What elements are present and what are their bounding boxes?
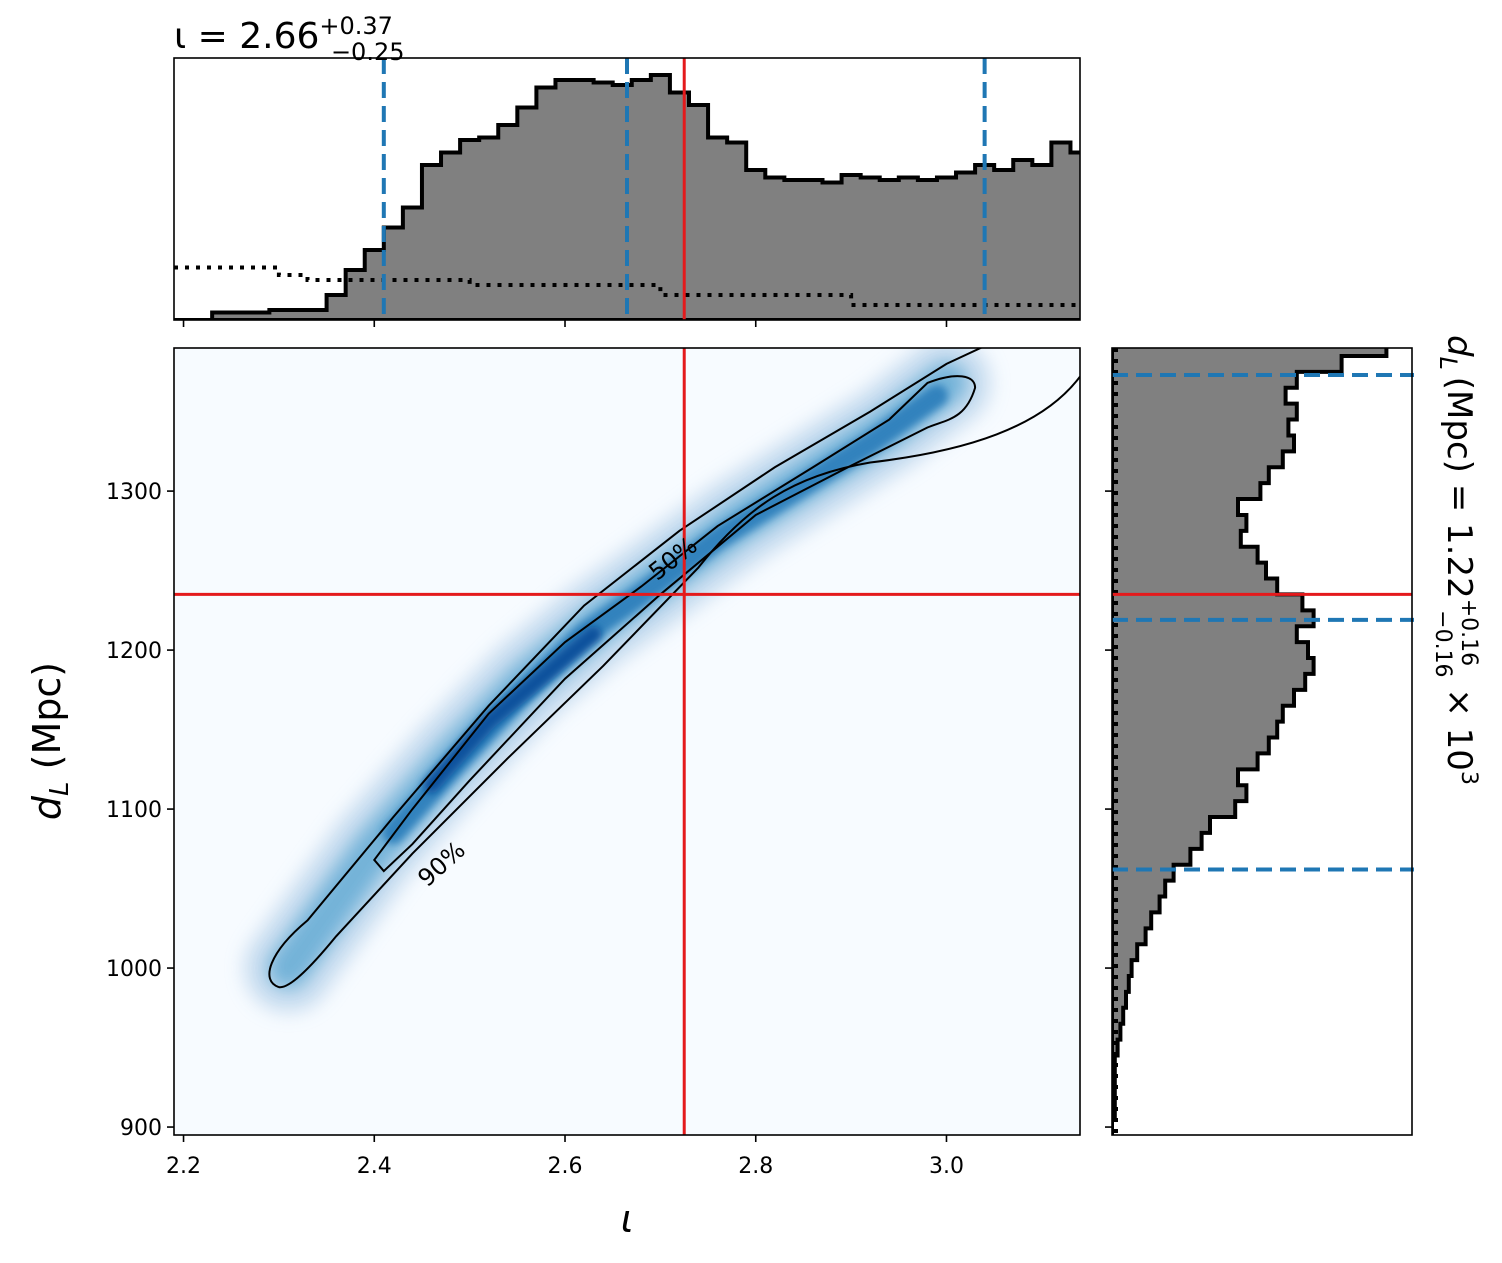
main-ytick-label: 1000: [106, 957, 162, 982]
main-ytick-label: 1100: [106, 798, 162, 823]
density-peak: [423, 626, 602, 794]
iota-histogram: [174, 73, 1080, 320]
y-axis-label: dL (Mpc): [25, 662, 75, 820]
iota-marginal-frame: [173, 57, 1081, 321]
dL-posterior-title: dL (Mpc) = 1.22+0.16−0.16 × 103: [1430, 335, 1481, 785]
iota-posterior-title: ι = 2.66+0.37 −0.25: [174, 12, 404, 66]
dL-title-sub: −0.16: [1430, 610, 1455, 677]
iota-marginal-panel: ι = 2.66+0.37 −0.25: [173, 12, 1081, 327]
main-xtick-label: 2.8: [738, 1154, 773, 1179]
dL-marginal-frame: [1111, 347, 1413, 1136]
joint-panel-background: [174, 348, 1080, 1135]
dL-title-sup: +0.16: [1456, 599, 1481, 666]
x-axis-label: ι: [621, 1197, 634, 1241]
dL-histogram: [1112, 348, 1389, 1135]
main-xtick-label: 3.0: [929, 1154, 964, 1179]
dL-marginal-panel: dL (Mpc) = 1.22+0.16−0.16 × 103: [1105, 335, 1481, 1136]
main-ytick-label: 1200: [106, 639, 162, 664]
main-ytick-label: 900: [120, 1116, 162, 1141]
dL-title-main: (Mpc) = 1.22: [1439, 370, 1479, 599]
iota-title-sub: −0.25: [331, 38, 405, 66]
joint-panel-frame: [173, 347, 1081, 1136]
contour-50: [372, 375, 977, 873]
main-ytick-label: 1300: [106, 480, 162, 505]
contour-90: [268, 348, 1080, 989]
iota-prior-line: [174, 265, 1080, 307]
iota-title-main: ι = 2.66: [174, 16, 319, 57]
main-xtick-label: 2.6: [548, 1154, 583, 1179]
main-xtick-label: 2.2: [166, 1154, 201, 1179]
main-xtick-label: 2.4: [357, 1154, 392, 1179]
iota-title-sup: +0.37: [319, 12, 393, 40]
dL-title-exp: 3: [1456, 771, 1481, 785]
